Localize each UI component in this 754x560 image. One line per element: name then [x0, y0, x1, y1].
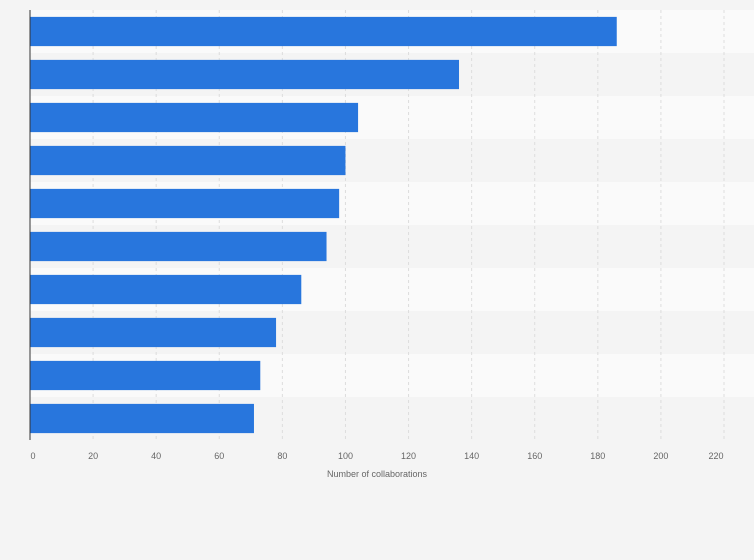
x-tick-label: 220 [708, 451, 723, 461]
x-tick-label: 100 [338, 451, 353, 461]
bar [30, 317, 277, 348]
bar [30, 231, 327, 262]
x-tick-label: 80 [277, 451, 287, 461]
bar [30, 274, 302, 305]
bar [30, 403, 254, 434]
x-tick-label: 0 [30, 451, 35, 461]
bar [30, 360, 261, 391]
bars [30, 16, 617, 434]
x-axis-ticks: 0 20 40 60 80 100 120 140 160 180 200 220 [30, 451, 723, 461]
x-tick-label: 60 [214, 451, 224, 461]
x-axis-title: Number of collaborations [327, 469, 428, 479]
x-tick-label: 40 [151, 451, 161, 461]
bar [30, 59, 460, 90]
x-tick-label: 200 [653, 451, 668, 461]
x-tick-label: 160 [527, 451, 542, 461]
x-tick-label: 120 [401, 451, 416, 461]
x-tick-label: 20 [88, 451, 98, 461]
x-tick-label: 140 [464, 451, 479, 461]
x-tick-label: 180 [590, 451, 605, 461]
bar [30, 16, 617, 47]
bar [30, 188, 340, 219]
bar [30, 145, 346, 176]
bar [30, 102, 359, 133]
